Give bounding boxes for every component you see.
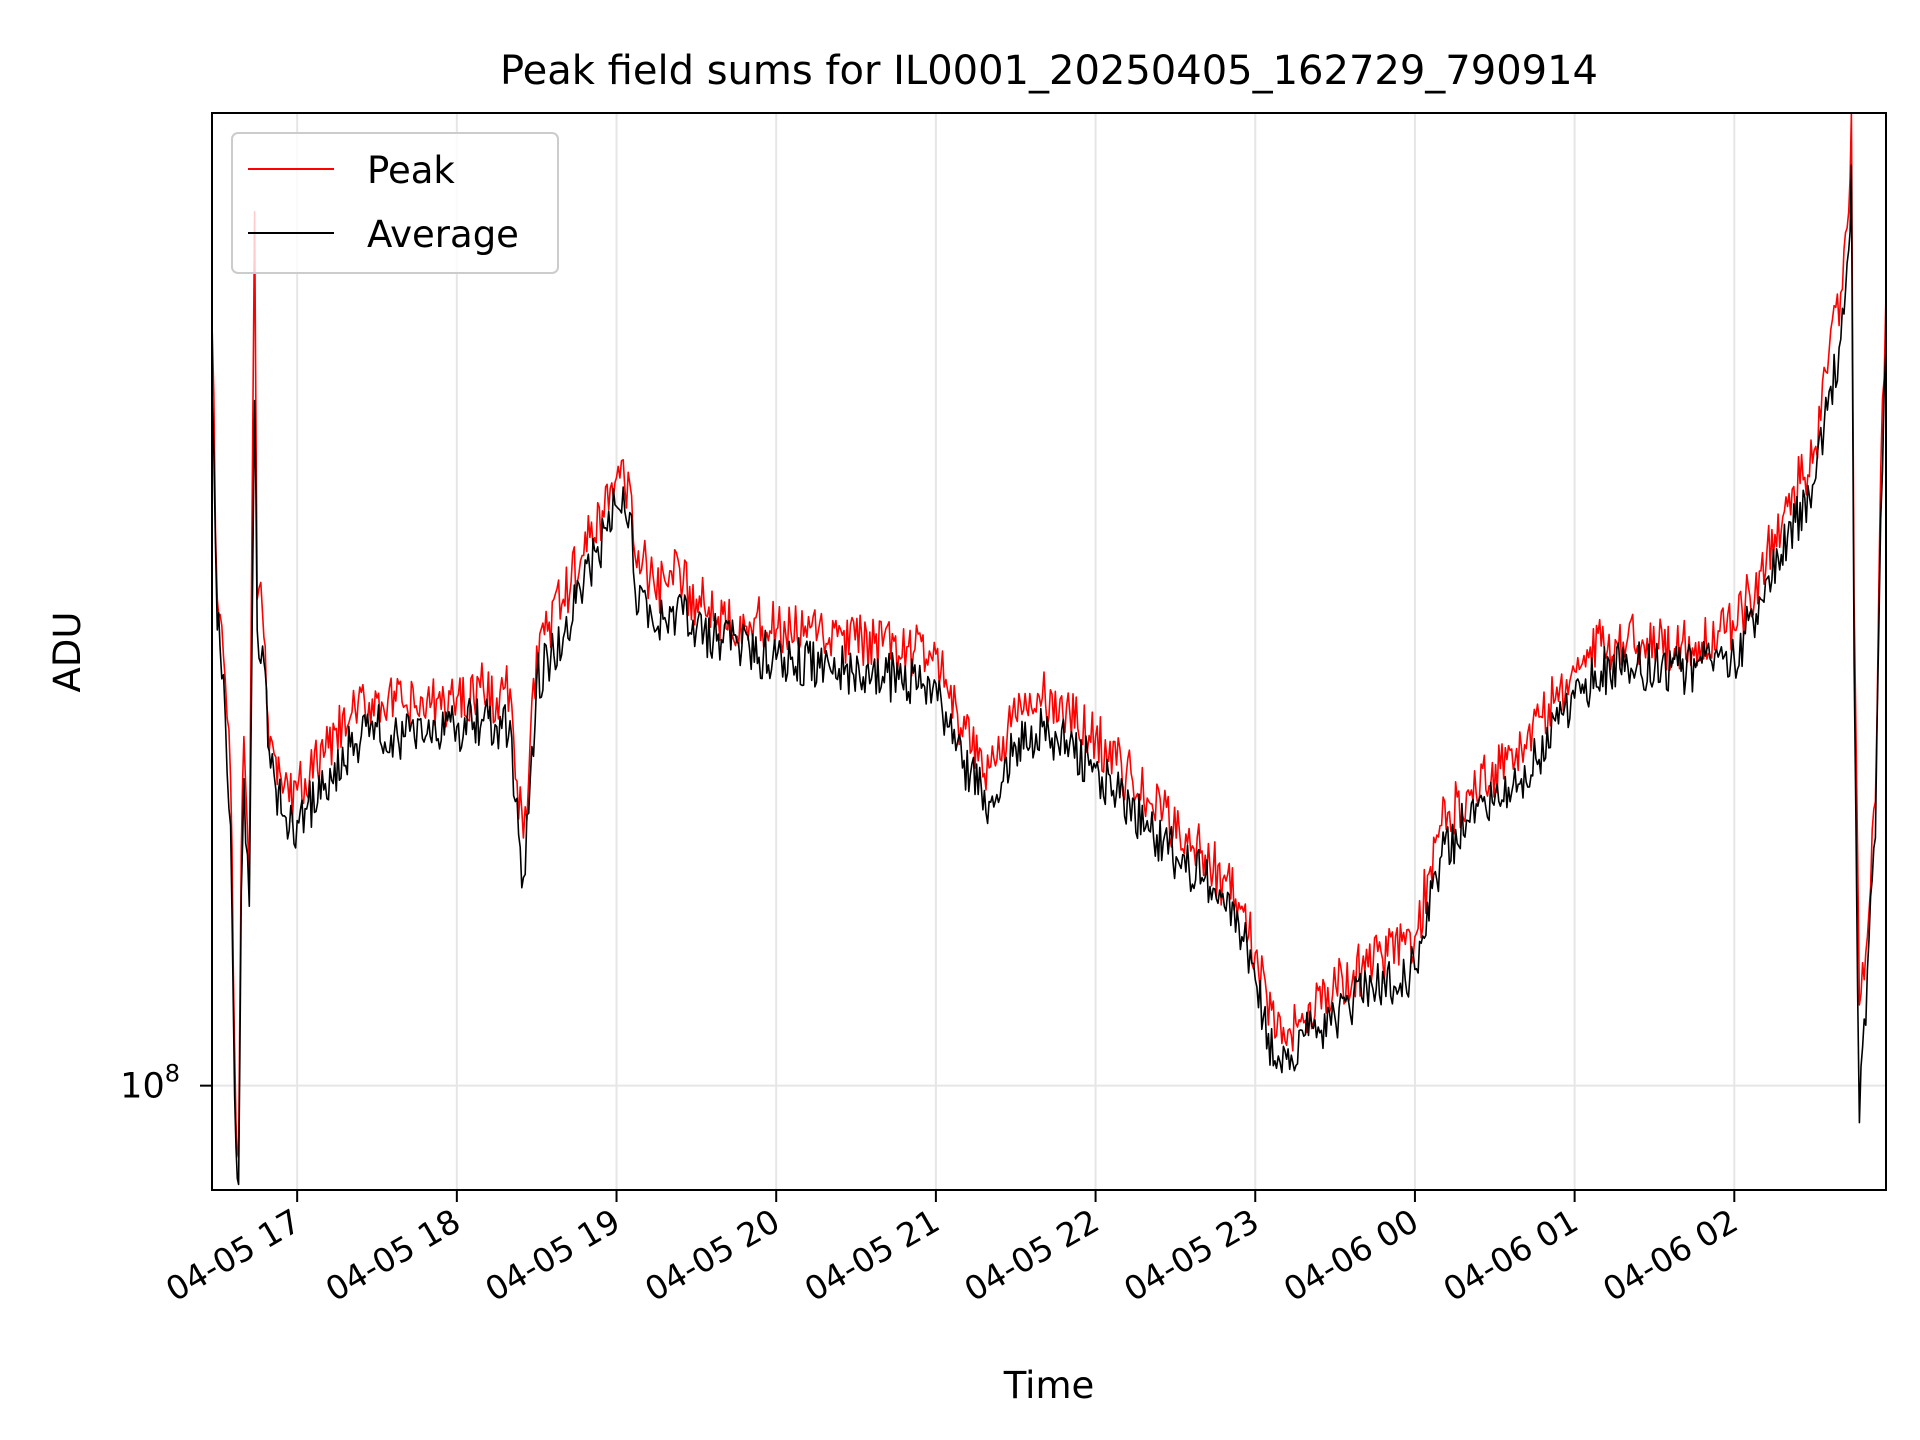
series-line-peak <box>211 112 1887 1159</box>
plot-frame <box>211 112 1887 1191</box>
legend-label-peak: Peak <box>367 149 455 192</box>
x-axis-label: Time <box>1003 1364 1095 1407</box>
chart-title: Peak field sums for IL0001_20250405_1627… <box>500 48 1598 94</box>
y-tick-label: 108 <box>120 1060 180 1107</box>
legend: Peak Average <box>231 132 559 274</box>
series-lines <box>211 112 1887 1186</box>
series-line-average <box>211 164 1887 1186</box>
legend-label-average: Average <box>367 213 519 256</box>
y-axis-label: ADU <box>46 612 89 693</box>
